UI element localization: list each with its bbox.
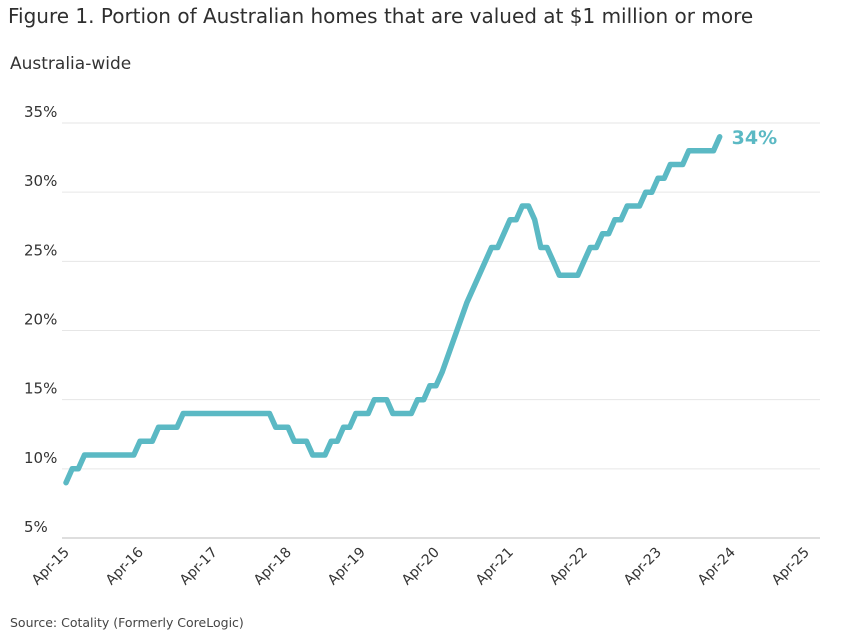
series-line: [63, 134, 723, 486]
y-tick-label: 35%: [24, 103, 57, 121]
x-tick-label: Apr-19: [325, 545, 369, 589]
x-axis: Apr-15 Apr-16 Apr-17 Apr-18 Apr-19 Apr-20 Apr-…: [29, 544, 813, 588]
y-axis: 5% 10% 15% 20% 25% 30% 35%: [24, 103, 57, 536]
x-tick-label: Apr-25: [769, 545, 813, 589]
x-tick-label: Apr-17: [177, 545, 221, 589]
gridlines: [62, 122, 820, 539]
end-value-label: 34%: [732, 127, 777, 149]
x-tick-label: Apr-21: [473, 545, 517, 589]
y-tick-label: 25%: [24, 241, 57, 259]
y-tick-label: 20%: [24, 311, 57, 329]
y-tick-label: 5%: [24, 518, 48, 536]
x-tick-label: Apr-24: [695, 544, 739, 588]
x-tick-label: Apr-15: [29, 545, 73, 589]
chart-title: Figure 1. Portion of Australian homes th…: [8, 4, 754, 28]
series-layer: 34%: [63, 127, 777, 486]
y-tick-label: 10%: [24, 449, 57, 467]
chart-subtitle: Australia-wide: [10, 54, 132, 74]
x-tick-label: Apr-18: [251, 545, 295, 589]
x-tick-label: Apr-22: [547, 545, 591, 589]
source-note: Source: Cotality (Formerly CoreLogic): [10, 615, 244, 630]
x-tick-label: Apr-20: [399, 545, 443, 589]
y-tick-label: 30%: [24, 172, 57, 190]
x-tick-label: Apr-23: [621, 545, 665, 589]
x-tick-label: Apr-16: [103, 544, 147, 588]
y-tick-label: 15%: [24, 380, 57, 398]
